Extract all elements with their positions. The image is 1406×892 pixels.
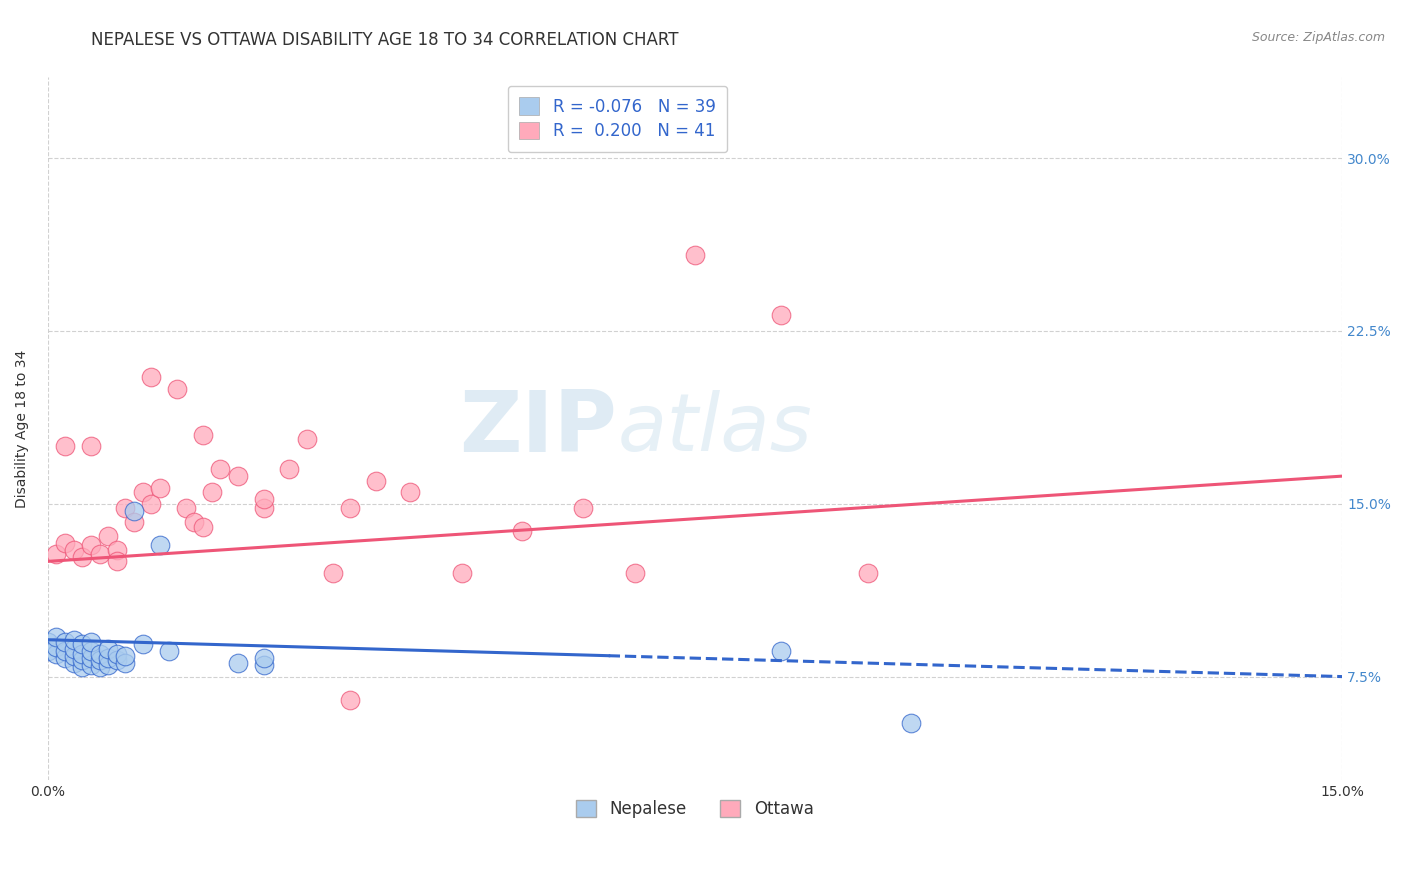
- Point: [322, 566, 344, 580]
- Point: [339, 692, 361, 706]
- Point: [72, 647, 94, 661]
- Text: NEPALESE VS OTTAWA DISABILITY AGE 18 TO 34 CORRELATION CHART: NEPALESE VS OTTAWA DISABILITY AGE 18 TO …: [91, 31, 679, 49]
- Point: [856, 566, 879, 580]
- Point: [45, 631, 67, 645]
- Point: [770, 308, 793, 322]
- Point: [97, 658, 120, 673]
- Point: [105, 653, 128, 667]
- Point: [80, 651, 103, 665]
- Point: [252, 651, 274, 665]
- Text: atlas: atlas: [617, 390, 813, 468]
- Point: [105, 554, 128, 568]
- Point: [191, 520, 214, 534]
- Point: [45, 548, 67, 562]
- Point: [114, 656, 136, 670]
- Point: [97, 642, 120, 657]
- Point: [451, 566, 474, 580]
- Point: [209, 462, 232, 476]
- Point: [226, 656, 249, 670]
- Point: [62, 648, 84, 663]
- Point: [62, 542, 84, 557]
- Point: [174, 501, 197, 516]
- Point: [278, 462, 301, 476]
- Point: [399, 485, 422, 500]
- Point: [45, 640, 67, 654]
- Point: [183, 515, 205, 529]
- Point: [141, 370, 163, 384]
- Point: [252, 492, 274, 507]
- Point: [89, 548, 111, 562]
- Point: [97, 651, 120, 665]
- Point: [122, 515, 145, 529]
- Point: [80, 439, 103, 453]
- Y-axis label: Disability Age 18 to 34: Disability Age 18 to 34: [15, 350, 30, 508]
- Point: [131, 637, 153, 651]
- Point: [149, 481, 172, 495]
- Point: [37, 635, 59, 649]
- Point: [252, 501, 274, 516]
- Point: [80, 538, 103, 552]
- Point: [53, 644, 76, 658]
- Legend: Nepalese, Ottawa: Nepalese, Ottawa: [569, 793, 820, 825]
- Point: [53, 651, 76, 665]
- Point: [900, 715, 922, 730]
- Point: [122, 504, 145, 518]
- Point: [45, 647, 67, 661]
- Text: Source: ZipAtlas.com: Source: ZipAtlas.com: [1251, 31, 1385, 45]
- Point: [105, 542, 128, 557]
- Point: [226, 469, 249, 483]
- Point: [339, 501, 361, 516]
- Point: [623, 566, 645, 580]
- Point: [572, 501, 595, 516]
- Point: [105, 647, 128, 661]
- Point: [770, 644, 793, 658]
- Point: [89, 660, 111, 674]
- Point: [201, 485, 224, 500]
- Point: [53, 635, 76, 649]
- Point: [131, 485, 153, 500]
- Point: [80, 658, 103, 673]
- Point: [97, 529, 120, 543]
- Point: [157, 644, 180, 658]
- Point: [72, 549, 94, 564]
- Point: [252, 658, 274, 673]
- Point: [191, 427, 214, 442]
- Point: [89, 653, 111, 667]
- Point: [53, 536, 76, 550]
- Point: [80, 644, 103, 658]
- Point: [80, 635, 103, 649]
- Point: [114, 501, 136, 516]
- Point: [295, 432, 318, 446]
- Point: [62, 642, 84, 657]
- Point: [37, 644, 59, 658]
- Point: [683, 248, 706, 262]
- Point: [141, 497, 163, 511]
- Point: [53, 439, 76, 453]
- Point: [89, 647, 111, 661]
- Point: [62, 656, 84, 670]
- Point: [62, 632, 84, 647]
- Point: [364, 474, 387, 488]
- Point: [72, 653, 94, 667]
- Point: [72, 637, 94, 651]
- Point: [114, 648, 136, 663]
- Point: [149, 538, 172, 552]
- Point: [512, 524, 534, 539]
- Point: [166, 382, 188, 396]
- Point: [72, 660, 94, 674]
- Text: ZIP: ZIP: [460, 387, 617, 470]
